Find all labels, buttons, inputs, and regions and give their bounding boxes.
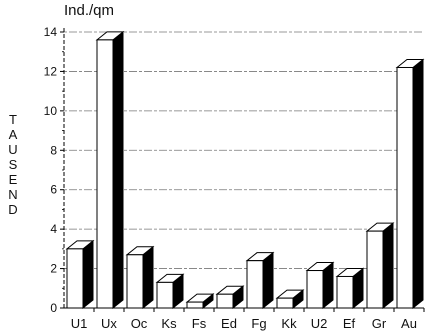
tick-labels: 0 2 4 6 8 10 12 14 U1 Ux Oc Ks Fs Ed Fg Kk U2 Ef Gr Au [44,25,417,331]
y-tick-label: 10 [44,104,58,118]
bar-kk [275,289,305,310]
bar-fg [245,251,275,310]
bar-u1 [65,239,95,310]
scale-label-letter: S [8,157,18,172]
y-tick-label: 0 [50,301,57,315]
bar-front-face [96,39,114,309]
x-tick-label: Gr [372,316,387,331]
y-tick-label: 2 [50,262,57,276]
bar-side-face [262,251,274,310]
bar-ux [95,30,125,310]
x-tick-label: U2 [311,316,328,331]
scale-label-letter: D [8,202,18,217]
scale-label-letter: N [8,187,18,202]
x-tick-label: Fg [251,316,266,331]
bar-front-face [366,230,384,309]
bar-side-face [112,30,124,310]
y-tick-label: 14 [44,25,58,39]
x-tick-label: Ed [221,316,237,331]
bars [65,30,425,310]
grid-lines [64,31,424,269]
bar-ed [215,285,245,310]
bar-front-face [336,275,354,309]
bar-ef [335,267,365,310]
scale-label-letter: E [8,172,18,187]
bar-oc [125,245,155,310]
bar-ks [155,273,185,310]
scale-label-letter: A [8,127,18,142]
x-tick-label: Ux [101,316,117,331]
scale-label-letter: T [9,112,17,127]
bar-front-face [126,254,144,309]
bar-side-face [82,239,94,310]
bar-u2 [305,261,335,310]
axes [60,28,425,312]
y-tick-label: 8 [50,143,57,157]
x-tick-label: Kk [281,316,297,331]
bar-side-face [142,245,154,310]
x-tick-label: Au [401,316,417,331]
bar-front-face [306,270,324,309]
bar-fs [185,293,215,310]
bar-front-face [216,293,234,309]
bar-front-face [156,281,174,309]
y-tick-label: 12 [44,64,58,78]
bar-side-face [412,58,424,310]
bar-front-face [396,66,414,309]
x-tick-label: Fs [192,316,207,331]
x-tick-label: Ef [343,316,356,331]
x-tick-label: Ks [161,316,177,331]
bar-side-face [382,222,394,310]
x-tick-label: U1 [71,316,88,331]
bar-front-face [276,297,294,309]
y-tick-label: 6 [50,183,57,197]
x-tick-label: Oc [131,316,148,331]
bar-gr [365,222,395,310]
bar-front-face [246,260,264,309]
bar-front-face [66,248,84,309]
bar-front-face [186,301,204,309]
y-axis-unit-label: Ind./qm [64,2,115,19]
y-tick-label: 4 [50,222,57,236]
bar-au [395,58,425,310]
scale-label-letter: U [8,142,18,157]
